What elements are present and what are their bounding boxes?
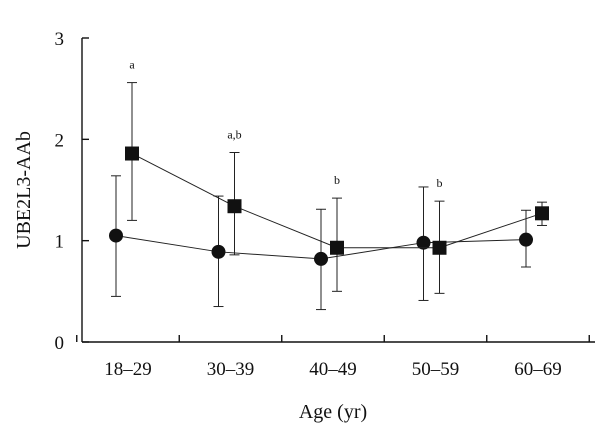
data-point-square [535,206,549,221]
significance-label: a [129,58,135,72]
data-point-square [330,240,344,255]
data-point-square [432,240,447,255]
y-ticks: 0 1 2 3 [55,29,89,354]
data-point-circle [211,244,226,259]
y-tick-label: 2 [55,130,65,151]
y-axis-title: UBE2L3-AAb [13,131,35,249]
y-tick-label: 0 [55,333,65,354]
significance-label: a,b [227,128,241,142]
x-tick-label: 50–59 [412,359,460,380]
x-ticks: 18–29 30–39 40–49 50–59 60–69 [76,335,590,380]
data-point-square [125,146,139,161]
data-point-circle [109,228,123,243]
x-tick-label: 30–39 [207,359,255,380]
x-tick-label: 60–69 [514,359,562,380]
data-point-square [227,199,242,214]
series-circle [109,175,533,311]
y-tick-label: 1 [55,232,65,253]
significance-label: b [334,173,340,187]
x-tick-label: 18–29 [104,359,152,380]
data-point-circle [519,232,533,247]
x-tick-label: 40–49 [309,359,357,380]
axes [81,38,595,343]
y-tick-label: 3 [55,29,65,50]
data-point-circle [314,251,328,266]
series-layer [109,82,549,311]
x-axis-title: Age (yr) [299,401,367,423]
annotation-layer: a a,b b b [129,58,442,191]
data-point-circle [416,235,431,250]
series-square [125,82,549,294]
significance-label: b [437,176,443,190]
